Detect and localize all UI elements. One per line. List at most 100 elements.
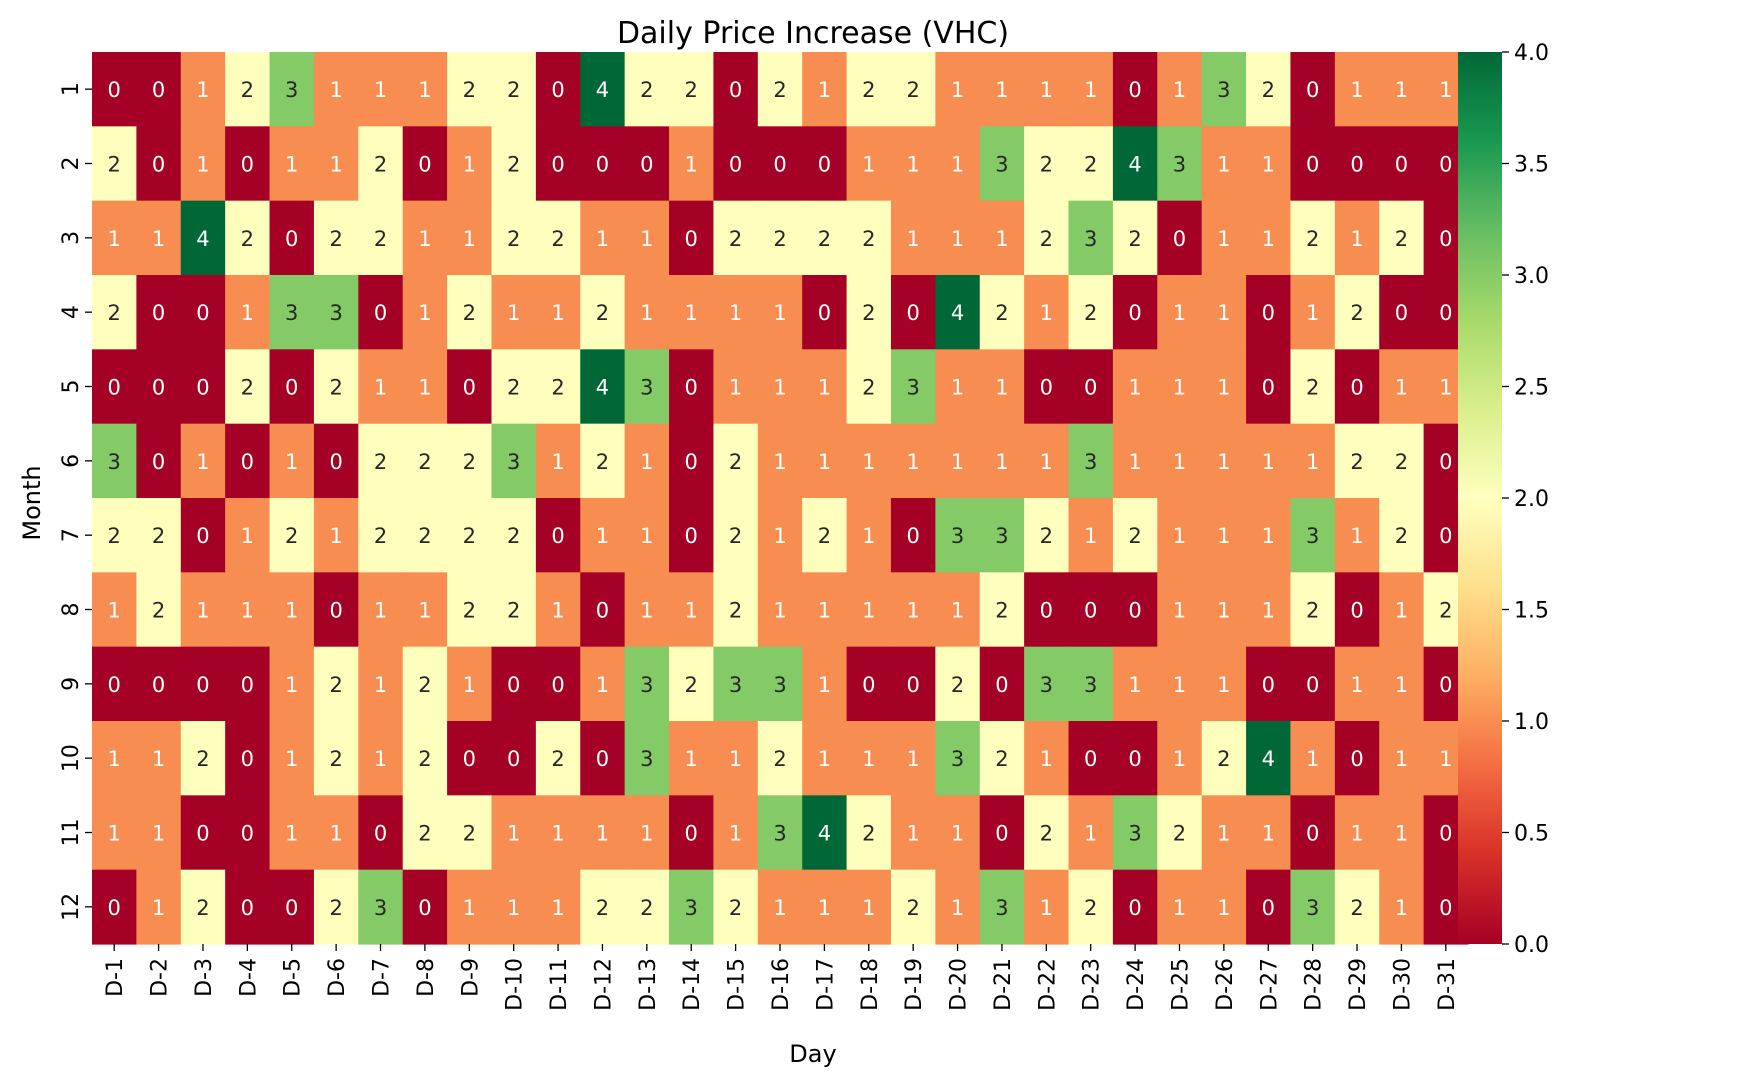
cell-value-label: 0: [1395, 153, 1408, 177]
cell-value-label: 1: [1173, 599, 1186, 623]
heatmap-cell: [669, 498, 715, 573]
heatmap-cell: [580, 572, 626, 648]
heatmap-cell: [1157, 869, 1203, 945]
heatmap-cell: [1112, 126, 1158, 202]
cell-value-label: 2: [285, 524, 298, 548]
cell-value-label: 1: [1217, 227, 1230, 251]
x-tick-label: D-13: [636, 958, 661, 1011]
cell-value-label: 1: [551, 896, 564, 920]
heatmap-cell: [92, 795, 137, 871]
y-tick-label: 5: [59, 380, 84, 394]
heatmap-cell: [580, 795, 626, 871]
heatmap-cell: [757, 646, 803, 722]
cell-value-label: 1: [1128, 673, 1141, 697]
heatmap-cell: [624, 869, 670, 945]
heatmap-cell: [225, 646, 271, 722]
cell-value-label: 3: [640, 673, 653, 697]
heatmap-cell: [136, 52, 182, 127]
heatmap-cell: [313, 721, 359, 796]
heatmap-cell: [624, 646, 670, 722]
x-tick-label: D-9: [458, 958, 483, 997]
cell-value-label: 0: [1350, 599, 1363, 623]
heatmap-cell: [935, 275, 981, 350]
cell-value-label: 1: [1173, 747, 1186, 771]
cell-value-label: 3: [1040, 673, 1053, 697]
heatmap-cell: [447, 349, 493, 425]
cell-value-label: 0: [418, 153, 431, 177]
cell-value-label: 1: [1173, 78, 1186, 102]
cell-value-label: 2: [551, 227, 564, 251]
cell-value-label: 3: [640, 747, 653, 771]
x-tick-label: D-4: [236, 958, 261, 997]
cell-value-label: 1: [285, 822, 298, 846]
cell-value-label: 1: [1262, 153, 1275, 177]
cell-value-label: 0: [374, 822, 387, 846]
cell-value-label: 1: [995, 227, 1008, 251]
heatmap-cell: [92, 869, 137, 945]
cell-value-label: 0: [1439, 822, 1452, 846]
cell-value-label: 2: [596, 450, 609, 474]
heatmap-cell: [1201, 200, 1247, 276]
heatmap-cell: [1201, 126, 1247, 202]
heatmap-cell: [269, 646, 315, 722]
y-tick-label: 6: [59, 454, 84, 468]
cell-value-label: 1: [551, 599, 564, 623]
colorbar-tick-label: 0.0: [1514, 933, 1549, 958]
cell-value-label: 1: [1262, 524, 1275, 548]
heatmap-cell: [1334, 498, 1380, 573]
heatmap-cell: [447, 52, 493, 127]
heatmap-cell: [402, 349, 448, 425]
cell-value-label: 4: [1128, 153, 1141, 177]
heatmap-cell: [802, 275, 848, 350]
heatmap-cell: [1290, 52, 1336, 127]
heatmap-cell: [535, 423, 581, 499]
colorbar-tick-label: 1.0: [1514, 710, 1549, 735]
heatmap-cell: [1246, 795, 1292, 871]
heatmap-cell: [979, 795, 1025, 871]
cell-value-label: 1: [951, 78, 964, 102]
heatmap-cell: [890, 349, 936, 425]
cell-value-label: 1: [1217, 524, 1230, 548]
cell-value-label: 0: [729, 153, 742, 177]
cell-value-label: 2: [1173, 822, 1186, 846]
heatmap-cell: [1068, 200, 1114, 276]
cell-value-label: 0: [1262, 896, 1275, 920]
heatmap-cell: [358, 200, 404, 276]
cell-value-label: 1: [773, 524, 786, 548]
heatmap-cell: [624, 275, 670, 350]
heatmap-cell: [1379, 126, 1425, 202]
cell-value-label: 2: [241, 227, 254, 251]
heatmap-cell: [180, 869, 226, 945]
cell-value-label: 2: [596, 301, 609, 325]
cell-value-label: 2: [152, 524, 165, 548]
heatmap-cell: [1024, 795, 1070, 871]
cell-value-label: 1: [951, 450, 964, 474]
x-tick-label: D-1: [103, 958, 128, 997]
heatmap-cell: [1024, 275, 1070, 350]
heatmap-cell: [225, 721, 271, 796]
cell-value-label: 0: [1173, 227, 1186, 251]
cell-value-label: 1: [818, 673, 831, 697]
heatmap-cell: [92, 52, 137, 127]
cell-value-label: 1: [418, 599, 431, 623]
heatmap-cell: [1157, 200, 1203, 276]
heatmap-cell: [890, 423, 936, 499]
cell-value-label: 0: [551, 524, 564, 548]
cell-value-label: 1: [152, 896, 165, 920]
cell-value-label: 2: [862, 376, 875, 400]
heatmap-cell: [136, 349, 182, 425]
heatmap-cell: [1024, 349, 1070, 425]
heatmap-cell: [1157, 795, 1203, 871]
cell-value-label: 2: [862, 78, 875, 102]
cell-value-label: 0: [152, 673, 165, 697]
heatmap-cell: [1379, 795, 1425, 871]
cell-value-label: 4: [596, 376, 609, 400]
cell-value-label: 1: [329, 524, 342, 548]
cell-value-label: 3: [951, 524, 964, 548]
heatmap-cell: [535, 869, 581, 945]
heatmap-cell: [1246, 349, 1292, 425]
y-tick-label: 3: [59, 231, 84, 245]
heatmap-cell: [713, 200, 759, 276]
cell-value-label: 1: [241, 301, 254, 325]
cell-value-label: 2: [374, 450, 387, 474]
